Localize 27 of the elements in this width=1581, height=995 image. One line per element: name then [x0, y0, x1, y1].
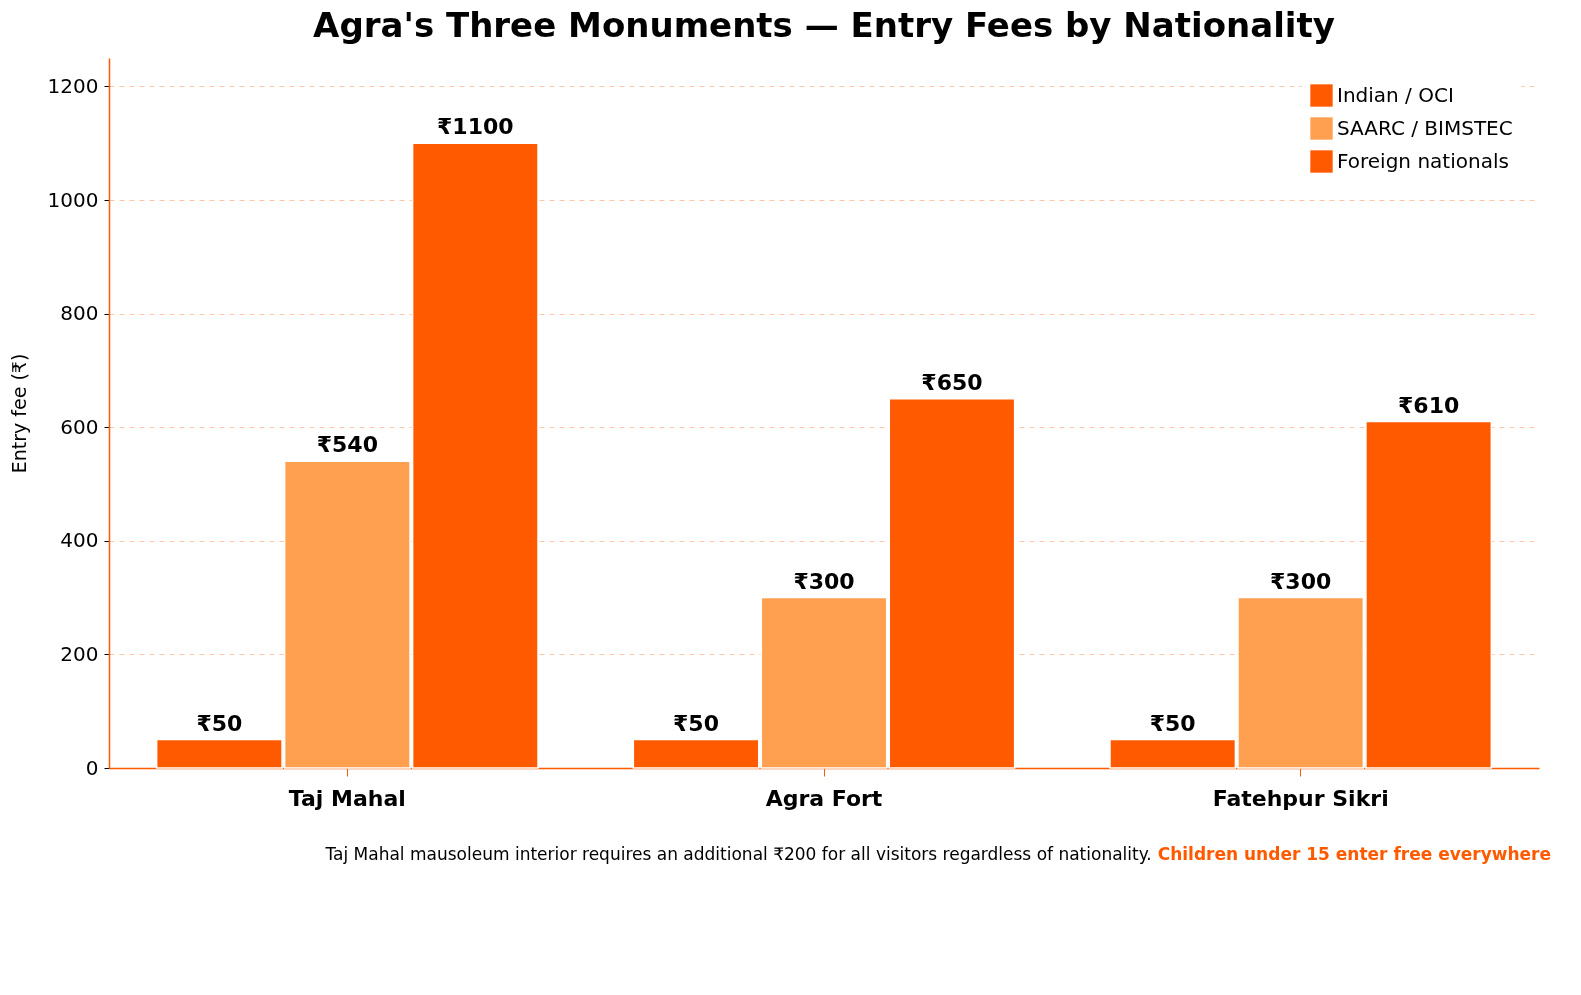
y-tick-label: 1000 [47, 187, 99, 212]
data-label: ₹1100 [437, 114, 514, 140]
data-label: ₹300 [1270, 568, 1332, 594]
y-tick-label: 0 [85, 755, 99, 780]
data-label: ₹50 [196, 710, 243, 736]
legend-label: Foreign nationals [1337, 148, 1509, 173]
data-label: ₹650 [921, 369, 983, 395]
x-tick-label: Fatehpur Sikri [1212, 785, 1389, 811]
x-tick-label: Taj Mahal [288, 785, 406, 811]
y-tick-label: 1200 [47, 73, 99, 98]
chart-title: Agra's Three Monuments — Entry Fees by Nationality [313, 5, 1335, 45]
y-tick-label: 800 [60, 301, 99, 326]
y-axis-title: Entry fee (₹) [7, 353, 30, 474]
data-label: ₹50 [1149, 710, 1196, 736]
data-label: ₹610 [1398, 392, 1460, 418]
data-label: ₹540 [316, 432, 378, 458]
legend-label: SAARC / BIMSTEC [1337, 115, 1513, 140]
data-label: ₹300 [793, 568, 855, 594]
y-tick-label: 600 [60, 414, 99, 439]
x-tick-label: Agra Fort [765, 785, 883, 811]
text: Taj Mahal mausoleum interior requires an additional ₹200 for all visitors regardless of nationality. [325, 844, 1152, 864]
data-label: ₹50 [673, 710, 719, 736]
bar [760, 596, 888, 769]
y-tick-label: 400 [60, 528, 99, 553]
legend-label: Indian / OCI [1337, 82, 1454, 107]
y-tick-label: 200 [60, 641, 99, 666]
text: Children under 15 enter free everywhere [1156, 844, 1551, 864]
